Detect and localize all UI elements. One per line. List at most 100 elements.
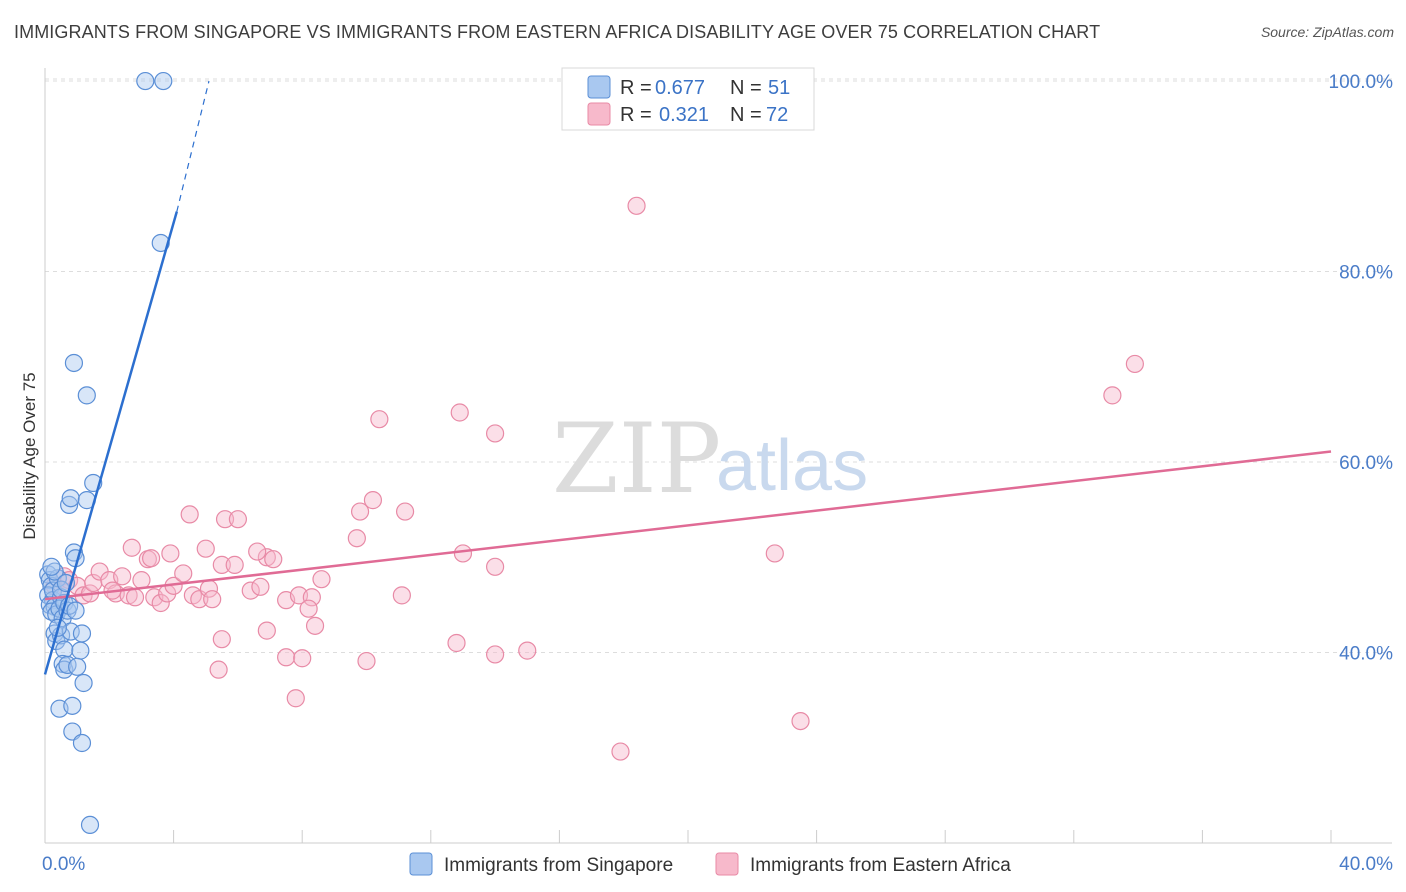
eastern-africa-point-71 xyxy=(203,590,222,609)
eastern-africa-point-34 xyxy=(122,538,141,557)
singapore-point-25 xyxy=(55,640,74,659)
singapore-point-47 xyxy=(154,71,173,91)
legend-n-label-2: N = xyxy=(730,104,762,126)
eastern-africa-trend-line xyxy=(44,450,1332,601)
bottom-legend-swatch-singapore xyxy=(409,852,433,876)
x-tick-labels: 0.0% 40.0% xyxy=(42,854,1393,875)
singapore-point-46 xyxy=(136,71,155,91)
y-tick-label-3: 100.0% xyxy=(1329,72,1394,93)
y-axis-label: Disability Age Over 75 xyxy=(20,372,39,539)
eastern-africa-point-14 xyxy=(132,571,151,590)
singapore-point-30 xyxy=(68,657,87,676)
bottom-legend-label-singapore: Immigrants from Singapore xyxy=(444,855,673,876)
eastern-africa-point-63 xyxy=(293,649,312,668)
singapore-point-43 xyxy=(77,386,96,405)
legend-swatch-singapore xyxy=(587,75,611,99)
eastern-africa-point-53 xyxy=(1125,354,1144,374)
eastern-africa-point-61 xyxy=(209,660,228,679)
watermark-zip: ZIP xyxy=(552,403,721,515)
eastern-africa-point-48 xyxy=(370,410,389,429)
singapore-trend-extension xyxy=(176,80,210,212)
legend-r-label-2: R = xyxy=(620,104,652,126)
eastern-africa-point-43 xyxy=(350,502,370,521)
singapore-point-49 xyxy=(72,624,92,643)
singapore-point-38 xyxy=(61,489,80,508)
eastern-africa-point-54 xyxy=(765,544,784,563)
eastern-africa-point-59 xyxy=(486,645,505,664)
eastern-africa-point-67 xyxy=(611,742,630,761)
eastern-africa-point-13 xyxy=(125,588,145,607)
eastern-africa-point-26 xyxy=(241,581,260,600)
eastern-africa-point-36 xyxy=(161,544,180,563)
eastern-africa-point-55 xyxy=(212,630,231,649)
eastern-africa-point-60 xyxy=(518,641,537,660)
series-legend: Immigrants from Singapore Immigrants fro… xyxy=(409,852,1011,876)
eastern-africa-point-29 xyxy=(264,550,283,569)
eastern-africa-point-38 xyxy=(215,510,235,529)
eastern-africa-point-27 xyxy=(251,577,270,596)
eastern-africa-point-66 xyxy=(791,711,810,731)
singapore-point-33 xyxy=(63,696,82,715)
eastern-africa-point-20 xyxy=(174,564,193,583)
eastern-africa-point-17 xyxy=(151,593,170,613)
eastern-africa-point-46 xyxy=(453,544,473,563)
singapore-point-45 xyxy=(151,233,170,253)
bottom-legend-swatch-eastern-africa xyxy=(715,852,739,876)
eastern-africa-point-25 xyxy=(225,555,244,574)
eastern-africa-point-58 xyxy=(447,633,466,653)
y-tick-label-2: 80.0% xyxy=(1339,263,1393,284)
legend-r-value-1: 0.677 xyxy=(655,77,705,99)
eastern-africa-point-68 xyxy=(392,586,411,605)
eastern-africa-point-24 xyxy=(212,555,231,574)
y-tick-label-0: 40.0% xyxy=(1339,644,1393,665)
eastern-africa-point-65 xyxy=(286,689,305,708)
x-tick-label-0: 0.0% xyxy=(42,854,85,875)
eastern-africa-point-42 xyxy=(347,529,366,548)
singapore-points xyxy=(39,71,173,835)
singapore-trend-line xyxy=(43,211,179,675)
legend-r-label-1: R = xyxy=(620,77,652,99)
legend-n-label-1: N = xyxy=(730,77,762,99)
watermark: ZIP atlas xyxy=(552,403,868,515)
eastern-africa-point-40 xyxy=(248,542,267,561)
eastern-africa-point-28 xyxy=(257,548,276,567)
singapore-point-31 xyxy=(74,673,93,693)
eastern-africa-point-41 xyxy=(180,505,199,524)
eastern-africa-point-50 xyxy=(486,424,505,443)
singapore-point-37 xyxy=(60,495,79,514)
eastern-africa-point-51 xyxy=(627,196,646,215)
eastern-africa-point-69 xyxy=(299,599,318,618)
eastern-africa-point-45 xyxy=(395,502,415,521)
eastern-africa-point-49 xyxy=(450,403,469,422)
eastern-africa-point-33 xyxy=(312,570,331,589)
eastern-africa-point-37 xyxy=(196,539,215,558)
bottom-legend-label-eastern-africa: Immigrants from Eastern Africa xyxy=(750,855,1011,876)
y-tick-label-1: 60.0% xyxy=(1339,453,1393,474)
y-tick-labels: 40.0% 60.0% 80.0% 100.0% xyxy=(1329,72,1394,664)
legend-n-value-2: 72 xyxy=(766,104,788,126)
eastern-africa-point-32 xyxy=(302,588,321,607)
grid-lines xyxy=(45,78,1392,654)
x-tick-label-1: 40.0% xyxy=(1339,854,1393,875)
eastern-africa-point-56 xyxy=(257,621,276,640)
eastern-africa-point-35 xyxy=(141,549,161,568)
eastern-africa-point-39 xyxy=(228,510,247,529)
legend-n-value-1: 51 xyxy=(768,77,790,99)
axes xyxy=(44,68,1392,844)
singapore-point-48 xyxy=(42,557,61,576)
singapore-point-35 xyxy=(72,733,92,753)
correlation-legend: R = 0.677 N = 51 R = 0.321 N = 72 xyxy=(561,67,815,131)
legend-swatch-eastern-africa xyxy=(587,102,611,126)
chart-title: IMMIGRANTS FROM SINGAPORE VS IMMIGRANTS … xyxy=(14,22,1101,42)
eastern-africa-point-64 xyxy=(357,651,376,671)
watermark-atlas: atlas xyxy=(716,426,868,506)
legend-r-value-2: 0.321 xyxy=(659,104,709,126)
eastern-africa-point-57 xyxy=(305,616,325,635)
singapore-point-36 xyxy=(80,815,100,835)
eastern-africa-point-62 xyxy=(277,648,296,667)
singapore-point-50 xyxy=(66,601,85,620)
eastern-africa-point-44 xyxy=(363,491,383,510)
singapore-point-26 xyxy=(71,641,90,660)
trend-lines xyxy=(43,80,1332,675)
